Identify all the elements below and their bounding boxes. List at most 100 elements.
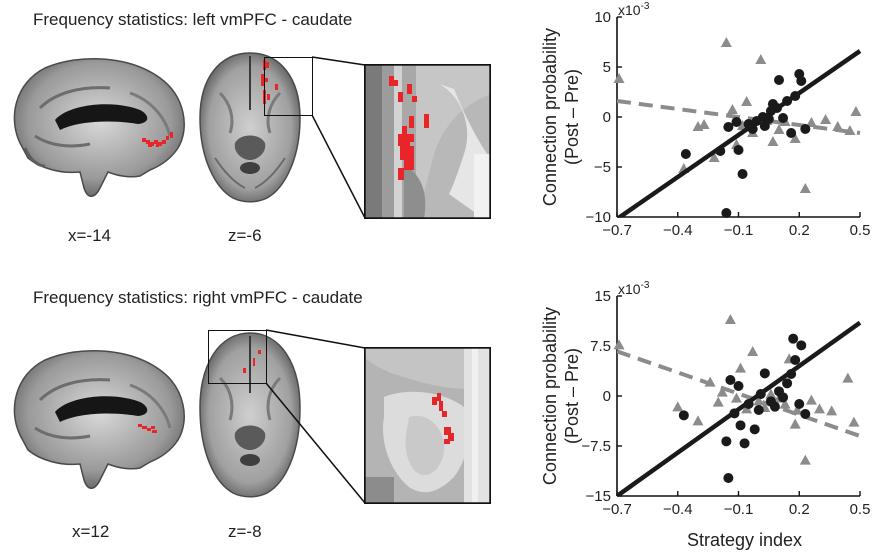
triangle-point (789, 418, 801, 429)
y-axis-label: Connection probability (540, 28, 560, 206)
panel-1-axial-label: z=-6 (228, 226, 262, 245)
triangle-point (720, 37, 732, 47)
circle-fit-line (617, 320, 862, 496)
circle-point (733, 145, 744, 155)
y-axis-label-units: (Post – Pre) (562, 69, 582, 165)
circle-point (723, 473, 734, 483)
panel-1-zoom-frame (264, 57, 313, 116)
triangle-point (767, 136, 779, 146)
triangle-point (805, 394, 817, 405)
triangle-point (799, 454, 811, 465)
triangle-point (724, 314, 736, 324)
circle-point (782, 378, 793, 389)
circle-fit-line (617, 49, 862, 217)
triangle-point (698, 119, 710, 129)
triangle-point (613, 339, 625, 350)
x-tick-label: −0.7 (602, 222, 632, 239)
x-tick-label: −0.4 (663, 501, 693, 518)
x-tick-label: 0.5 (850, 501, 871, 518)
y-tick-label: 0 (603, 388, 611, 405)
panel-1-inset-cluster (389, 76, 429, 180)
triangle-point (755, 54, 767, 64)
circle-point (788, 333, 799, 344)
circle-point (725, 375, 736, 385)
panel-1-axial-slice (199, 52, 301, 203)
y-tick-label: 15 (594, 288, 611, 305)
circle-point (759, 368, 770, 379)
circle-point (737, 169, 748, 179)
x-tick-label: 0.2 (789, 501, 810, 518)
triangle-point (765, 388, 777, 399)
scatter-chart-right: −15 −7.5 0 7.5 15 −0.7 −0.4 −0.1 0.2 0.5 x10-3 Conn… (540, 280, 871, 550)
triangle-point (753, 395, 765, 406)
circle-point (733, 381, 744, 391)
panel-2-axial-slice (199, 332, 301, 498)
circle-point (721, 208, 732, 218)
circle-point (769, 401, 780, 412)
triangle-point (716, 386, 728, 397)
panel-2-inset-cluster (432, 393, 454, 444)
triangle-point (805, 117, 817, 127)
circle-point (796, 340, 807, 351)
triangle-point (712, 396, 724, 407)
panel-1-title: Frequency statistics: left vmPFC - cauda… (33, 10, 353, 29)
panel-2-axial-cluster (243, 350, 261, 373)
circle-point (723, 122, 734, 132)
y-axis-label-units: (Post – Pre) (562, 348, 582, 444)
x-tick-label: 0.2 (789, 222, 810, 239)
panel-2-axial-label: z=-8 (228, 522, 262, 541)
circle-point (774, 75, 784, 85)
triangle-point (814, 403, 825, 414)
panel-2-title: Frequency statistics: right vmPFC - caud… (33, 288, 363, 307)
y-tick-label: −7.5 (581, 438, 611, 455)
triangle-point (672, 401, 684, 412)
panel-2-zoom-inset (364, 347, 491, 504)
circle-point (753, 405, 764, 415)
triangle-point (789, 133, 801, 143)
scatter-chart-left: −10 −5 0 5 10 −0.7 −0.4 −0.1 0.2 0.5 x10-3 Connecti… (540, 1, 871, 239)
circle-point (678, 410, 689, 421)
circle-point (794, 399, 805, 409)
panel-1-sagittal-slice (13, 57, 185, 197)
circle-point (735, 420, 746, 431)
y-tick-label: 10 (594, 9, 611, 26)
panel-2-zoom-frame (208, 330, 267, 384)
y-tick-label: −5 (594, 159, 611, 176)
panel-1-sagittal-label: x=-14 (68, 226, 111, 245)
x-tick-label: −0.7 (602, 501, 632, 518)
y-tick-label: 0 (603, 109, 611, 126)
panel-1-sagittal-cluster (142, 132, 173, 147)
panel-1-zoom-inset (364, 64, 491, 219)
x-tick-label: −0.1 (724, 222, 754, 239)
triangle-point (741, 96, 753, 106)
triangle-point (842, 372, 854, 383)
circle-point (731, 117, 742, 127)
circle-point (790, 355, 801, 365)
triangle-point (726, 104, 738, 114)
circle-point (800, 124, 811, 134)
y-axis-label: Connection probability (540, 307, 560, 485)
triangle-point (826, 405, 838, 416)
panel-2-sagittal-label: x=12 (72, 522, 110, 541)
circle-point (721, 436, 732, 447)
triangle-point (692, 415, 704, 426)
circle-point (796, 76, 807, 86)
circle-point (800, 409, 811, 419)
x-tick-label: −0.4 (663, 222, 693, 239)
y-scale-multiplier: x10-3 (618, 1, 650, 18)
x-axis-label: Strategy index (687, 530, 802, 550)
triangle-point (850, 106, 862, 116)
y-tick-label: −15 (586, 488, 611, 505)
triangle-point (708, 152, 720, 162)
triangle-point (735, 362, 747, 373)
circle-point (680, 149, 691, 159)
triangle-point (799, 183, 811, 193)
circle-point (778, 392, 789, 403)
triangle-point (747, 346, 759, 356)
x-tick-label: 0.5 (850, 222, 871, 239)
circle-point (739, 438, 750, 449)
y-tick-label: −10 (586, 209, 611, 226)
y-tick-label: 5 (603, 59, 611, 76)
y-tick-label: 7.5 (590, 338, 611, 355)
